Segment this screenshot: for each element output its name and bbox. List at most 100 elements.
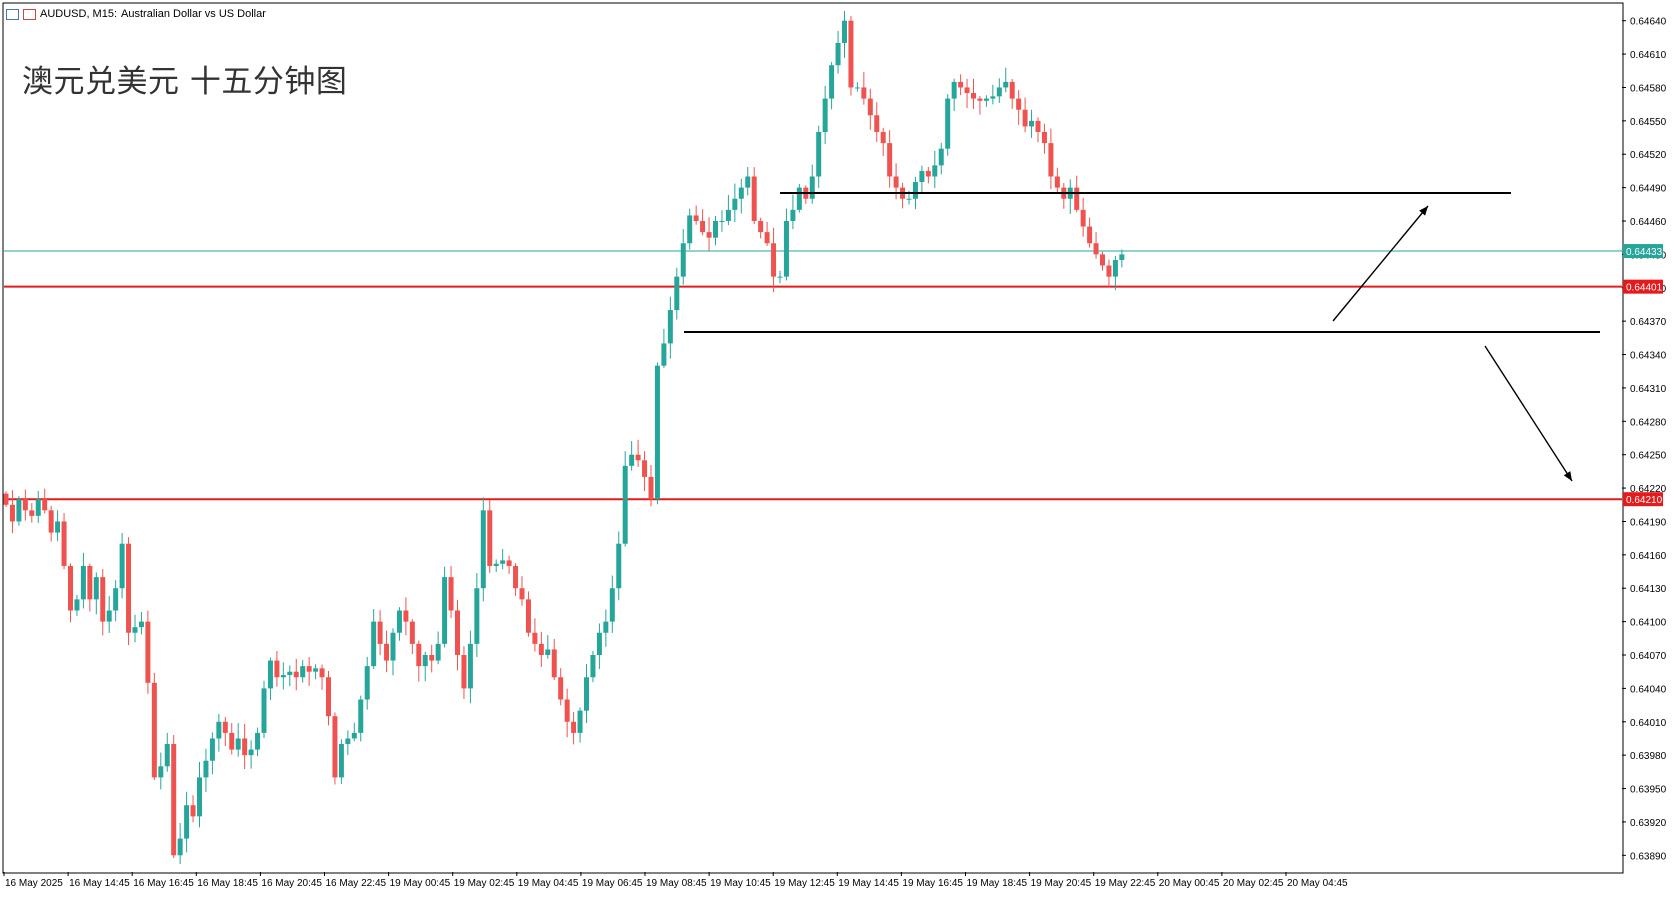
candle-body [332, 716, 338, 778]
candle-body [416, 643, 422, 667]
x-tick-label: 19 May 02:45 [454, 878, 515, 889]
candle-body [584, 677, 589, 711]
candle-body [190, 805, 196, 817]
price-label-box [1623, 492, 1663, 507]
y-tick-label: 0.64190 [1630, 517, 1667, 528]
x-tick-label: 19 May 04:45 [518, 878, 579, 889]
candle-body [680, 243, 686, 277]
candle-body [371, 621, 377, 667]
candle-body [951, 81, 957, 99]
candle-body [983, 98, 989, 101]
candle-body [525, 599, 531, 633]
y-tick-label: 0.64010 [1630, 718, 1667, 729]
candle-body [42, 499, 48, 511]
candle-body [242, 738, 248, 756]
candle-body [1087, 226, 1093, 244]
candle-body [235, 738, 241, 750]
candle-body [822, 98, 828, 132]
candle-body [848, 20, 854, 88]
y-tick-label: 0.63980 [1630, 751, 1667, 762]
candle-body [396, 610, 402, 633]
y-tick-label: 0.64340 [1630, 351, 1667, 362]
candle-body [635, 454, 641, 461]
candle-body [674, 276, 680, 311]
down-arrow-head [1563, 471, 1572, 481]
candle-body [500, 560, 506, 564]
candle-body [932, 165, 938, 177]
y-axis: 0.64640 0.64610 0.64580 0.64550 0.64520 0.644… [1622, 17, 1667, 862]
candle-body [487, 510, 493, 566]
candle-body [345, 738, 351, 745]
candle-body [313, 668, 319, 672]
candle-body [938, 148, 944, 166]
y-tick-label: 0.63890 [1630, 851, 1667, 862]
candle-body [248, 749, 254, 756]
candle-body [9, 504, 15, 522]
candle-body [519, 588, 525, 600]
drawings [684, 192, 1600, 482]
candle-body [106, 610, 112, 622]
down-arrow [1484, 345, 1573, 482]
candle-body [1112, 259, 1118, 277]
candle-body [596, 632, 602, 655]
candle-body [403, 610, 409, 622]
candle-body [132, 627, 138, 633]
candle-body [816, 131, 822, 177]
y-tick-label: 0.64070 [1630, 651, 1667, 662]
y-tick-label: 0.64220 [1630, 484, 1667, 495]
candle-body [693, 215, 699, 221]
candle-body [603, 621, 609, 633]
candle-body [16, 499, 22, 522]
candle-body [93, 577, 99, 600]
candle-body [629, 454, 635, 466]
candle-body [151, 682, 157, 778]
candle-body [764, 232, 770, 244]
candle-body [958, 81, 964, 88]
candle-body [455, 610, 460, 655]
candle-body [1093, 243, 1099, 255]
y-tick-label: 0.64640 [1630, 17, 1667, 28]
candle-body [177, 838, 183, 856]
candles [3, 10, 1125, 865]
x-tick-label: 19 May 22:45 [1095, 878, 1156, 889]
x-tick-label: 19 May 16:45 [902, 878, 963, 889]
candle-body [35, 499, 41, 516]
y-tick-label: 0.63920 [1630, 818, 1667, 829]
price-levels [4, 250, 1622, 501]
candle-body [642, 460, 648, 477]
candle-body [61, 521, 67, 566]
x-tick-label: 20 May 02:45 [1223, 878, 1284, 889]
x-tick-label: 19 May 18:45 [967, 878, 1028, 889]
candle-body [442, 577, 448, 644]
chart-annotation-text: 澳元兑美元 十五分钟图 [22, 64, 348, 100]
candle-body [274, 660, 280, 678]
candle-body [564, 699, 570, 722]
y-tick-label: 0.64250 [1630, 451, 1667, 462]
price-label-text: 0.64401 [1626, 283, 1663, 294]
candle-body [977, 98, 983, 101]
candle-body [377, 621, 383, 644]
candle-body [661, 343, 667, 366]
candle-body [648, 476, 654, 500]
up-arrow-head [1419, 206, 1428, 216]
candle-body [467, 643, 473, 689]
candle-body [216, 721, 222, 739]
candle-body [842, 20, 847, 43]
candle-body [22, 499, 28, 511]
candle-body [577, 710, 583, 733]
candle-body [364, 666, 370, 700]
candle-body [706, 232, 712, 238]
candle-body [719, 221, 725, 222]
candle-body [1054, 176, 1060, 188]
candle-body [1041, 131, 1047, 144]
candle-body [384, 643, 390, 661]
y-tick-label: 0.64280 [1630, 417, 1667, 428]
candle-body [448, 577, 454, 611]
candle-body [790, 209, 796, 221]
candle-body [145, 621, 151, 683]
candle-body [654, 365, 660, 500]
candle-body [319, 668, 325, 678]
up-arrow [1332, 205, 1429, 322]
candle-body [48, 510, 54, 533]
